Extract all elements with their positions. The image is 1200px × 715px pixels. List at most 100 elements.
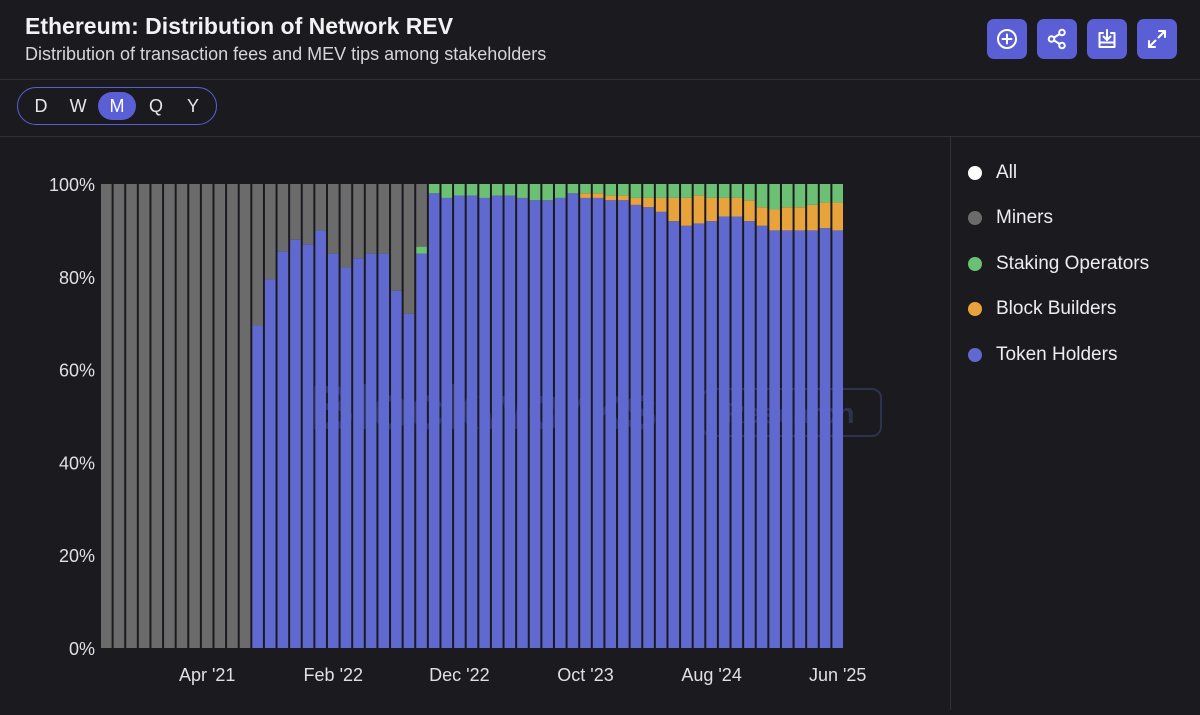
legend-item-token-holders[interactable]: Token Holders	[968, 332, 1149, 378]
bar-segment-miners[interactable]	[201, 184, 213, 648]
bar-segment-token-holders[interactable]	[416, 253, 427, 648]
bar-segment-block-builders[interactable]	[756, 207, 768, 226]
bar-segment-token-holders[interactable]	[441, 197, 453, 649]
bar-segment-miners[interactable]	[277, 184, 289, 252]
bar-segment-block-builders[interactable]	[819, 202, 831, 229]
bar-segment-block-builders[interactable]	[630, 197, 642, 205]
legend-item-all[interactable]: All	[968, 150, 1149, 196]
bar-segment-token-holders[interactable]	[542, 200, 553, 649]
period-month[interactable]: M	[98, 92, 136, 120]
bar-segment-staking-operators[interactable]	[428, 184, 440, 194]
bar-segment-miners[interactable]	[416, 184, 427, 247]
bar-segment-token-holders[interactable]	[643, 207, 654, 648]
bar-segment-miners[interactable]	[327, 184, 339, 254]
bar-segment-token-holders[interactable]	[807, 230, 818, 648]
bar-segment-token-holders[interactable]	[554, 197, 566, 649]
bar-segment-staking-operators[interactable]	[554, 184, 566, 198]
period-day[interactable]: D	[34, 95, 48, 116]
bar-segment-staking-operators[interactable]	[718, 184, 730, 198]
bar-segment-block-builders[interactable]	[706, 197, 717, 222]
bar-segment-token-holders[interactable]	[454, 195, 465, 648]
bar-segment-staking-operators[interactable]	[756, 184, 768, 208]
bar-segment-token-holders[interactable]	[605, 200, 617, 649]
bar-segment-token-holders[interactable]	[668, 221, 680, 648]
bar-segment-block-builders[interactable]	[744, 200, 755, 222]
bar-segment-miners[interactable]	[290, 184, 301, 240]
bar-segment-block-builders[interactable]	[668, 197, 680, 222]
bar-segment-miners[interactable]	[227, 184, 238, 648]
bar-segment-staking-operators[interactable]	[517, 184, 528, 198]
bar-segment-staking-operators[interactable]	[567, 184, 579, 194]
bar-segment-token-holders[interactable]	[403, 313, 415, 648]
bar-segment-token-holders[interactable]	[365, 253, 377, 648]
bar-segment-block-builders[interactable]	[781, 207, 793, 231]
bar-segment-token-holders[interactable]	[781, 230, 793, 648]
bar-segment-token-holders[interactable]	[378, 253, 390, 648]
bar-segment-staking-operators[interactable]	[529, 184, 541, 201]
bar-segment-staking-operators[interactable]	[744, 184, 755, 201]
bar-segment-block-builders[interactable]	[832, 202, 843, 231]
bar-segment-staking-operators[interactable]	[668, 184, 680, 198]
bar-segment-staking-operators[interactable]	[681, 184, 692, 198]
bar-segment-token-holders[interactable]	[517, 197, 528, 649]
bar-segment-miners[interactable]	[176, 184, 188, 648]
bar-segment-miners[interactable]	[189, 184, 200, 648]
bar-segment-staking-operators[interactable]	[781, 184, 793, 208]
bar-segment-miners[interactable]	[164, 184, 175, 648]
bar-segment-miners[interactable]	[365, 184, 377, 254]
bar-segment-block-builders[interactable]	[731, 197, 743, 217]
bar-segment-token-holders[interactable]	[731, 216, 743, 648]
bar-segment-miners[interactable]	[151, 184, 163, 648]
bar-segment-staking-operators[interactable]	[731, 184, 743, 198]
bar-segment-token-holders[interactable]	[277, 251, 289, 648]
share-button[interactable]	[1037, 19, 1077, 59]
bar-segment-token-holders[interactable]	[428, 193, 440, 648]
bar-segment-staking-operators[interactable]	[441, 184, 453, 198]
bar-segment-token-holders[interactable]	[744, 221, 755, 648]
bar-segment-staking-operators[interactable]	[618, 184, 629, 196]
bar-segment-token-holders[interactable]	[264, 279, 276, 648]
legend-item-staking-operators[interactable]: Staking Operators	[968, 241, 1149, 287]
bar-segment-staking-operators[interactable]	[454, 184, 465, 196]
bar-segment-miners[interactable]	[113, 184, 125, 648]
bar-segment-token-holders[interactable]	[718, 216, 730, 648]
bar-segment-staking-operators[interactable]	[479, 184, 490, 198]
bar-segment-block-builders[interactable]	[655, 197, 667, 212]
bar-segment-miners[interactable]	[403, 184, 415, 314]
bar-segment-token-holders[interactable]	[491, 195, 503, 648]
bar-segment-staking-operators[interactable]	[416, 246, 427, 254]
bar-segment-token-holders[interactable]	[756, 225, 768, 648]
bar-segment-staking-operators[interactable]	[580, 184, 591, 194]
bar-segment-block-builders[interactable]	[643, 197, 654, 208]
legend-item-miners[interactable]: Miners	[968, 196, 1149, 242]
bar-segment-block-builders[interactable]	[794, 207, 806, 231]
bar-segment-block-builders[interactable]	[718, 197, 730, 217]
bar-segment-block-builders[interactable]	[592, 193, 604, 198]
bar-segment-block-builders[interactable]	[618, 195, 629, 201]
bar-segment-block-builders[interactable]	[769, 209, 780, 231]
bar-segment-token-holders[interactable]	[327, 253, 339, 648]
bar-segment-token-holders[interactable]	[466, 195, 478, 648]
bar-segment-miners[interactable]	[315, 184, 326, 231]
bar-segment-miners[interactable]	[126, 184, 137, 648]
bar-segment-token-holders[interactable]	[681, 225, 692, 648]
bar-segment-staking-operators[interactable]	[643, 184, 654, 198]
bar-segment-staking-operators[interactable]	[794, 184, 806, 208]
bar-segment-token-holders[interactable]	[769, 230, 780, 648]
period-week[interactable]: W	[69, 95, 87, 116]
fullscreen-button[interactable]	[1137, 19, 1177, 59]
bar-segment-block-builders[interactable]	[580, 193, 591, 198]
bar-segment-token-holders[interactable]	[832, 230, 843, 648]
bar-segment-miners[interactable]	[353, 184, 364, 259]
bar-segment-block-builders[interactable]	[807, 204, 818, 231]
bar-segment-block-builders[interactable]	[605, 195, 617, 201]
bar-segment-token-holders[interactable]	[302, 244, 314, 648]
bar-segment-token-holders[interactable]	[592, 197, 604, 649]
bar-segment-token-holders[interactable]	[504, 195, 516, 648]
bar-segment-block-builders[interactable]	[681, 197, 692, 226]
bar-segment-staking-operators[interactable]	[630, 184, 642, 198]
bar-segment-miners[interactable]	[264, 184, 276, 280]
bar-segment-staking-operators[interactable]	[706, 184, 717, 198]
bar-segment-staking-operators[interactable]	[466, 184, 478, 196]
bar-segment-miners[interactable]	[214, 184, 226, 648]
